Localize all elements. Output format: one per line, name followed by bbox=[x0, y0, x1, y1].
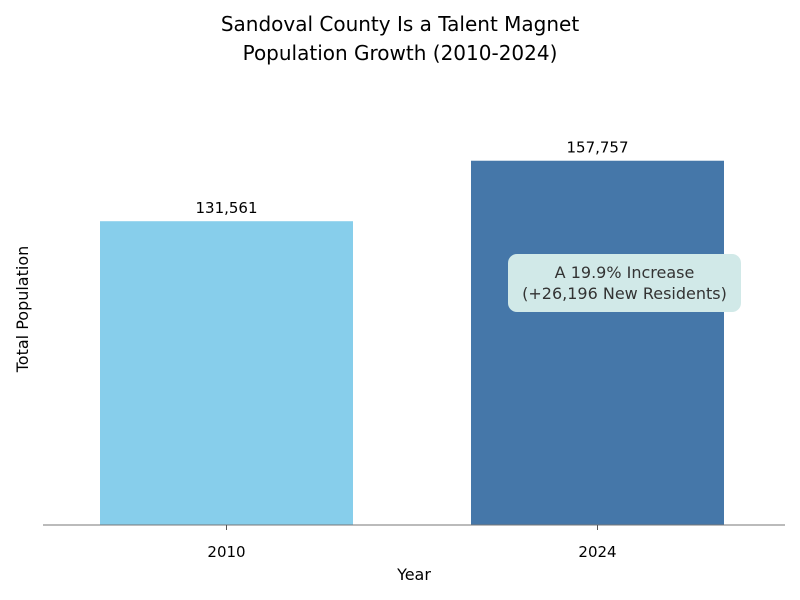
annotation-line-1: A 19.9% Increase bbox=[554, 263, 695, 282]
increase-annotation: A 19.9% Increase (+26,196 New Residents) bbox=[508, 254, 741, 312]
data-label-2010: 131,561 bbox=[195, 199, 257, 217]
chart-subtitle: Population Growth (2010-2024) bbox=[242, 41, 558, 65]
bar-2010 bbox=[100, 221, 353, 525]
annotation-line-2: (+26,196 New Residents) bbox=[522, 284, 727, 303]
x-tick-label-2010: 2010 bbox=[207, 543, 245, 561]
chart-title: Sandoval County Is a Talent Magnet bbox=[220, 12, 580, 36]
data-label-2024: 157,757 bbox=[566, 139, 628, 157]
y-axis-label: Total Population bbox=[13, 246, 32, 374]
x-tick-label-2024: 2024 bbox=[578, 543, 616, 561]
bar-2024 bbox=[471, 160, 724, 526]
x-axis-label: Year bbox=[396, 565, 431, 584]
